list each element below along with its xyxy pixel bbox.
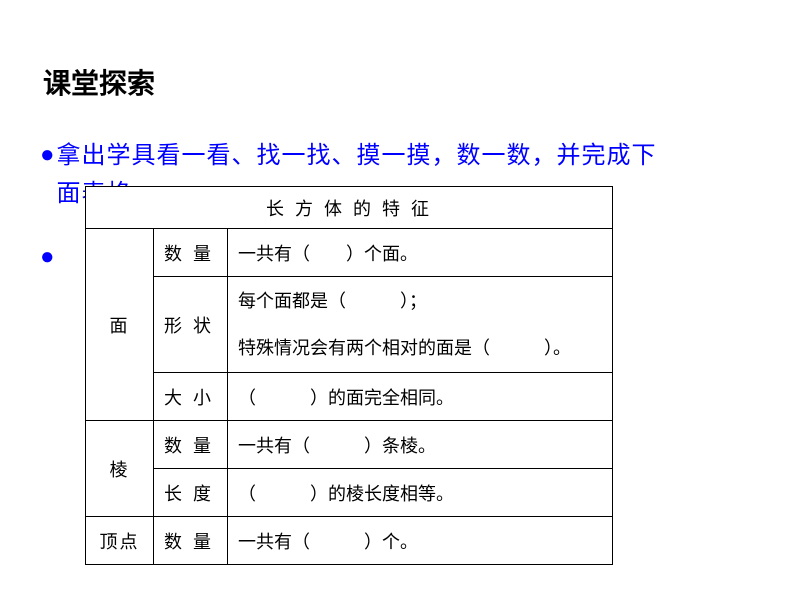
page-title: 课堂探索 xyxy=(43,62,155,102)
attr-cell: 数 量 xyxy=(154,229,228,277)
attr-cell: 长 度 xyxy=(154,469,228,517)
instruction-line-1: ● 拿出学具看一看、找一找、摸一摸，数一数，并完成下 xyxy=(40,137,760,175)
category-edge: 棱 xyxy=(86,421,154,517)
content-cell: 一共有（ ）条棱。 xyxy=(228,421,613,469)
content-cell: 一共有（ ）个。 xyxy=(228,517,613,565)
table-caption-row: 长 方 体 的 特 征 xyxy=(86,187,613,229)
table-row: 面 数 量 一共有（ ）个面。 xyxy=(86,229,613,277)
bullet-icon-2: ● xyxy=(40,243,55,271)
table-caption: 长 方 体 的 特 征 xyxy=(86,187,613,229)
bullet-icon: ● xyxy=(40,137,55,173)
content-line: 特殊情况会有两个相对的面是（ ）。 xyxy=(238,325,602,372)
table-row: 形 状 每个面都是（ ）； 特殊情况会有两个相对的面是（ ）。 xyxy=(86,277,613,373)
category-face: 面 xyxy=(86,229,154,421)
content-cell: （ ）的面完全相同。 xyxy=(228,373,613,421)
table-row: 长 度 （ ）的棱长度相等。 xyxy=(86,469,613,517)
content-cell: 每个面都是（ ）； 特殊情况会有两个相对的面是（ ）。 xyxy=(228,277,613,373)
characteristics-table: 长 方 体 的 特 征 面 数 量 一共有（ ）个面。 形 状 每个面都是（ ）… xyxy=(85,186,613,565)
table-row: 棱 数 量 一共有（ ）条棱。 xyxy=(86,421,613,469)
attr-cell: 数 量 xyxy=(154,517,228,565)
category-vertex: 顶点 xyxy=(86,517,154,565)
content-line: 每个面都是（ ）； xyxy=(238,278,602,325)
content-cell: （ ）的棱长度相等。 xyxy=(228,469,613,517)
instruction-text-1: 拿出学具看一看、找一找、摸一摸，数一数，并完成下 xyxy=(57,137,657,175)
content-cell: 一共有（ ）个面。 xyxy=(228,229,613,277)
attr-cell: 形 状 xyxy=(154,277,228,373)
table-row: 大 小 （ ）的面完全相同。 xyxy=(86,373,613,421)
attr-cell: 数 量 xyxy=(154,421,228,469)
attr-cell: 大 小 xyxy=(154,373,228,421)
table-row: 顶点 数 量 一共有（ ）个。 xyxy=(86,517,613,565)
